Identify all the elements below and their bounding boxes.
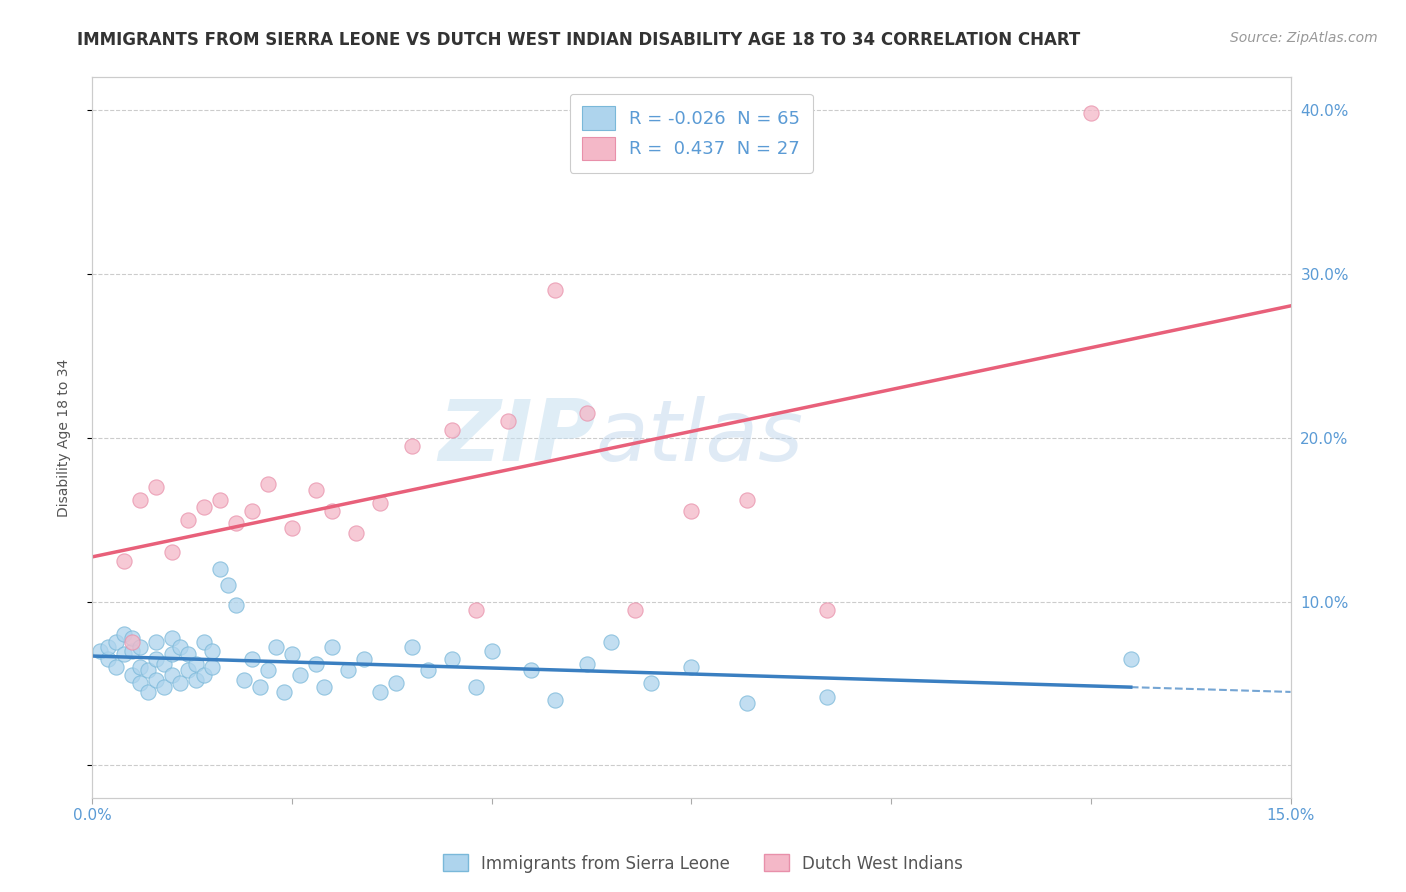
Point [681, 660, 703, 674]
Point [481, 643, 503, 657]
Point [225, 598, 247, 612]
Point [136, 663, 159, 677]
Point [344, 525, 367, 540]
Point [815, 603, 838, 617]
Text: atlas: atlas [595, 396, 803, 479]
Point [640, 676, 662, 690]
Point [153, 680, 176, 694]
Point [544, 284, 567, 298]
Point [735, 493, 758, 508]
Point [735, 696, 758, 710]
Point [273, 684, 295, 698]
Point [368, 684, 391, 698]
Point [121, 668, 143, 682]
Point [815, 690, 838, 704]
Point [97, 652, 120, 666]
Point [256, 663, 278, 677]
Point [169, 676, 191, 690]
Point [89, 643, 111, 657]
Point [121, 635, 143, 649]
Point [288, 668, 311, 682]
Point [177, 647, 200, 661]
Point [368, 496, 391, 510]
Point [104, 660, 127, 674]
Point [217, 578, 239, 592]
Point [240, 504, 263, 518]
Point [129, 493, 152, 508]
Point [112, 553, 135, 567]
Point [232, 673, 254, 687]
Point [256, 476, 278, 491]
Point [184, 657, 207, 671]
Point [145, 673, 167, 687]
Point [240, 652, 263, 666]
Point [160, 647, 183, 661]
Point [312, 680, 335, 694]
Point [401, 439, 423, 453]
Point [249, 680, 271, 694]
Y-axis label: Disability Age 18 to 34: Disability Age 18 to 34 [58, 359, 72, 516]
Point [97, 640, 120, 655]
Point [305, 657, 328, 671]
Point [464, 680, 486, 694]
Point [600, 635, 623, 649]
Point [145, 635, 167, 649]
Point [353, 652, 375, 666]
Point [264, 640, 287, 655]
Point [281, 647, 304, 661]
Point [416, 663, 439, 677]
Legend: R = -0.026  N = 65, R =  0.437  N = 27: R = -0.026 N = 65, R = 0.437 N = 27 [569, 94, 813, 172]
Legend: Immigrants from Sierra Leone, Dutch West Indians: Immigrants from Sierra Leone, Dutch West… [436, 847, 970, 880]
Point [112, 647, 135, 661]
Point [576, 406, 599, 420]
Point [624, 603, 647, 617]
Point [225, 516, 247, 530]
Text: IMMIGRANTS FROM SIERRA LEONE VS DUTCH WEST INDIAN DISABILITY AGE 18 TO 34 CORREL: IMMIGRANTS FROM SIERRA LEONE VS DUTCH WE… [77, 31, 1081, 49]
Point [112, 627, 135, 641]
Point [193, 500, 215, 514]
Point [321, 640, 343, 655]
Point [201, 660, 224, 674]
Point [1080, 106, 1102, 120]
Point [184, 673, 207, 687]
Point [1119, 652, 1142, 666]
Point [177, 513, 200, 527]
Point [321, 504, 343, 518]
Point [281, 521, 304, 535]
Point [129, 640, 152, 655]
Point [160, 631, 183, 645]
Point [121, 643, 143, 657]
Point [153, 657, 176, 671]
Point [193, 668, 215, 682]
Point [136, 684, 159, 698]
Point [160, 545, 183, 559]
Point [104, 635, 127, 649]
Point [440, 652, 463, 666]
Point [201, 643, 224, 657]
Point [440, 423, 463, 437]
Point [169, 640, 191, 655]
Point [208, 562, 231, 576]
Text: ZIP: ZIP [437, 396, 595, 479]
Point [121, 631, 143, 645]
Point [336, 663, 359, 677]
Point [464, 603, 486, 617]
Point [305, 483, 328, 498]
Point [193, 635, 215, 649]
Point [160, 668, 183, 682]
Point [145, 480, 167, 494]
Point [681, 504, 703, 518]
Point [208, 493, 231, 508]
Text: Source: ZipAtlas.com: Source: ZipAtlas.com [1230, 31, 1378, 45]
Point [384, 676, 406, 690]
Point [129, 660, 152, 674]
Point [145, 652, 167, 666]
Point [520, 663, 543, 677]
Point [496, 414, 519, 428]
Point [576, 657, 599, 671]
Point [177, 663, 200, 677]
Point [401, 640, 423, 655]
Point [544, 693, 567, 707]
Point [129, 676, 152, 690]
